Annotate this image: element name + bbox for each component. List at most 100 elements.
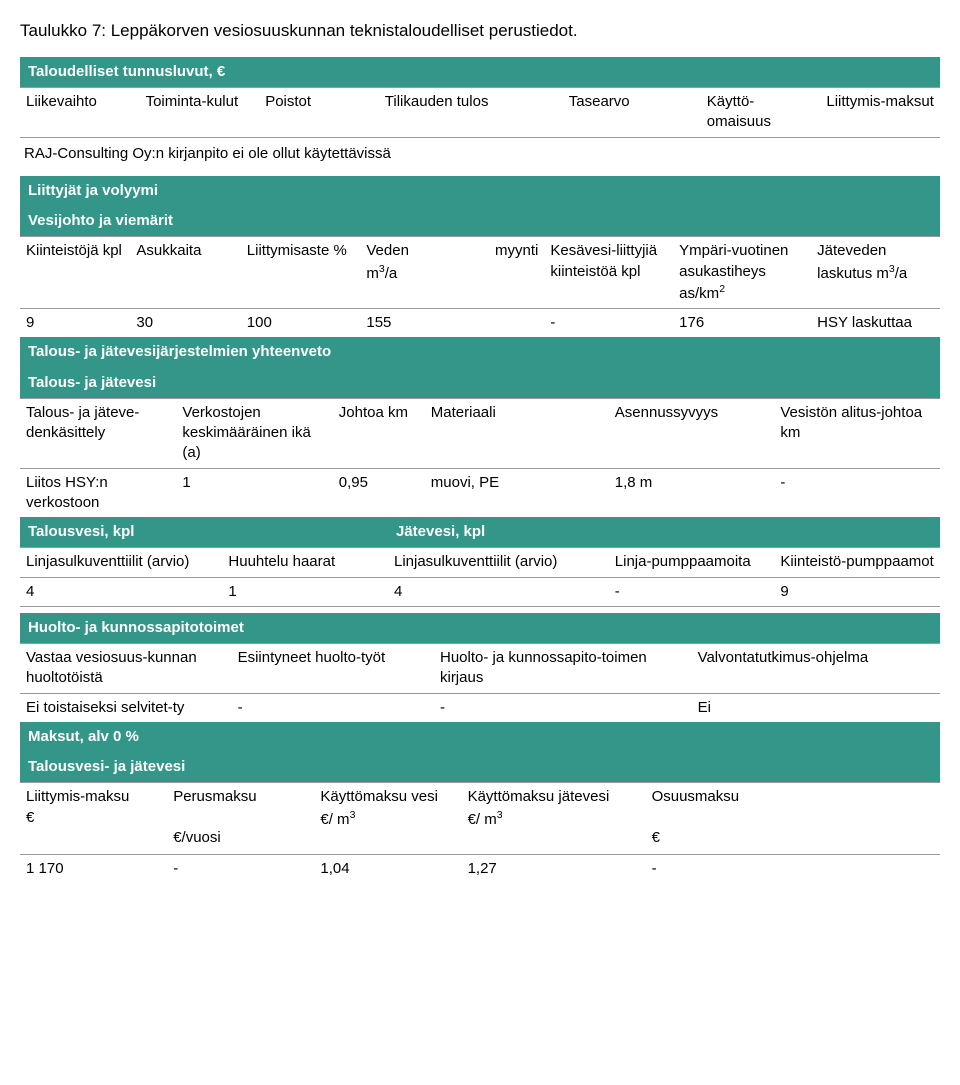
col-liittymisaste: Liittymisaste % [241, 237, 361, 309]
table-taloudelliset: Liikevaihto Toiminta-kulut Poistot Tilik… [20, 87, 940, 138]
col: Asennussyvyys [609, 398, 775, 468]
section-header: Talous- ja jätevesijärjestelmien yhteenv… [20, 337, 940, 367]
section-subheader: Talousvesi- ja jätevesi [20, 752, 940, 782]
col: Vesistön alitus-johtoa km [774, 398, 940, 468]
cell: - [544, 309, 673, 338]
cell: 4 [388, 577, 609, 606]
col-asukastiheys: Ympäri-vuotinen asukastiheys as/km2 [673, 237, 811, 309]
cell: Ei [692, 693, 940, 722]
table-header-row: Liittymis-maksu € Perusmaksu €/vuosi Käy… [20, 783, 940, 855]
cell: HSY laskuttaa [811, 309, 940, 338]
cell: 1,8 m [609, 468, 775, 517]
col-jateveden-label: Jäteveden laskutus [817, 242, 886, 281]
col-kesavesi: Kesävesi-liittyjiä kiinteistöä kpl [544, 237, 673, 309]
cell: 1 [222, 577, 388, 606]
col: Linjasulkuventtiilit (arvio) [388, 548, 609, 577]
header-jatevesi: Jätevesi, kpl [388, 517, 940, 548]
header-talousvesi: Talousvesi, kpl [20, 517, 388, 548]
cell: 100 [241, 309, 361, 338]
section-liittyjät: Liittyjät ja volyymi Vesijohto ja viemär… [20, 176, 940, 338]
col-label: Perusmaksu [173, 788, 256, 805]
table-header-row: Liikevaihto Toiminta-kulut Poistot Tilik… [20, 88, 940, 138]
table-row: Liitos HSY:n verkostoon 1 0,95 muovi, PE… [20, 468, 940, 517]
cell: - [434, 693, 692, 722]
col: Osuusmaksu € [646, 783, 940, 855]
col-liittymismaksut: Liittymis-maksut [820, 88, 940, 138]
cell: 1 [176, 468, 332, 517]
col: Talous- ja jäteve-denkäsittely [20, 398, 176, 468]
section-jarjestelmat: Talous- ja jätevesijärjestelmien yhteenv… [20, 337, 940, 517]
cell: - [774, 468, 940, 517]
col: Materiaali [425, 398, 609, 468]
col-kiinteistoja: Kiinteistöjä kpl [20, 237, 130, 309]
col: Linjasulkuventtiilit (arvio) [20, 548, 222, 577]
cell: 9 [774, 577, 940, 606]
cell: 155 [360, 309, 544, 338]
table-huolto: Vastaa vesiosuus-kunnan huoltotöistä Esi… [20, 643, 940, 722]
section-header: Huolto- ja kunnossapitotoimet [20, 613, 940, 643]
col-unit: € [652, 829, 660, 846]
section-taloudelliset: Taloudelliset tunnusluvut, € Liikevaihto… [20, 57, 940, 170]
table-row: 9 30 100 155 - 176 HSY laskuttaa [20, 309, 940, 338]
col-asukastiheys-label: Ympäri-vuotinen asukastiheys [679, 242, 788, 279]
cell: 30 [130, 309, 240, 338]
col: Perusmaksu €/vuosi [167, 783, 314, 855]
table-header-row: Talous- ja jäteve-denkäsittely Verkostoj… [20, 398, 940, 468]
cell: 1 170 [20, 855, 167, 886]
page-title: Taulukko 7: Leppäkorven vesiosuuskunnan … [20, 20, 940, 43]
col-label: Käyttömaksu jätevesi [468, 788, 610, 805]
col-vedenmyynti: Veden myynti m3/a [360, 237, 544, 309]
table-header-row: Vastaa vesiosuus-kunnan huoltotöistä Esi… [20, 644, 940, 694]
col: Huolto- ja kunnossapito-toimen kirjaus [434, 644, 692, 694]
col-liikevaihto: Liikevaihto [20, 88, 140, 138]
cell: - [646, 855, 940, 886]
table-jarjestelmat: Talous- ja jäteve-denkäsittely Verkostoj… [20, 398, 940, 517]
table-header-row: Kiinteistöjä kpl Asukkaita Liittymisaste… [20, 237, 940, 309]
col-label: Osuusmaksu [652, 788, 740, 805]
cell: 0,95 [333, 468, 425, 517]
col-kayttoomaisuus: Käyttö-omaisuus [701, 88, 821, 138]
cell: - [232, 693, 434, 722]
cell: 9 [20, 309, 130, 338]
col: Kiinteistö-pumppaamot [774, 548, 940, 577]
col-label: Käyttömaksu vesi [320, 788, 438, 805]
col: Verkostojen keskimääräinen ikä (a) [176, 398, 332, 468]
table-liittyjät: Kiinteistöjä kpl Asukkaita Liittymisaste… [20, 236, 940, 337]
col-jateveden: Jäteveden laskutus m3/a [811, 237, 940, 309]
section-header: Maksut, alv 0 % [20, 722, 940, 752]
cell: Liitos HSY:n verkostoon [20, 468, 176, 517]
col-poistot: Poistot [259, 88, 379, 138]
section-subheader: Talous- ja jätevesi [20, 368, 940, 398]
section-huolto: Huolto- ja kunnossapitotoimet Vastaa ves… [20, 613, 940, 722]
section-header: Taloudelliset tunnusluvut, € [20, 57, 940, 87]
col-veden: Veden [366, 241, 409, 261]
table-header-row: Linjasulkuventtiilit (arvio) Huuhtelu ha… [20, 548, 940, 577]
section-subheader: Vesijohto ja viemärit [20, 206, 940, 236]
section-maksut: Maksut, alv 0 % Talousvesi- ja jätevesi … [20, 722, 940, 886]
col-asukkaita: Asukkaita [130, 237, 240, 309]
col: Käyttömaksu vesi €/ m3 [314, 783, 461, 855]
cell: - [609, 577, 775, 606]
cell: Ei toistaiseksi selvitet-ty [20, 693, 232, 722]
col-tasearvo: Tasearvo [563, 88, 701, 138]
col: Johtoa km [333, 398, 425, 468]
col: Esiintyneet huolto-työt [232, 644, 434, 694]
col-unit: €/vuosi [173, 829, 221, 846]
cell: 176 [673, 309, 811, 338]
col: Valvontatutkimus-ohjelma [692, 644, 940, 694]
col: Huuhtelu haarat [222, 548, 388, 577]
section-header: Liittyjät ja volyymi [20, 176, 940, 206]
section-talous-jatevesi-kpl: Talousvesi, kpl Jätevesi, kpl Linjasulku… [20, 517, 940, 607]
col-unit: € [26, 809, 34, 826]
table-row: 4 1 4 - 9 [20, 577, 940, 606]
col-myynti: myynti [495, 241, 538, 261]
col-toimintakulut: Toiminta-kulut [140, 88, 260, 138]
col: Vastaa vesiosuus-kunnan huoltotöistä [20, 644, 232, 694]
table-row: 1 170 - 1,04 1,27 - [20, 855, 940, 886]
col: Liittymis-maksu € [20, 783, 167, 855]
table-maksut: Liittymis-maksu € Perusmaksu €/vuosi Käy… [20, 782, 940, 885]
cell: muovi, PE [425, 468, 609, 517]
cell: 4 [20, 577, 222, 606]
split-header-row: Talousvesi, kpl Jätevesi, kpl [20, 517, 940, 548]
table-row: Ei toistaiseksi selvitet-ty - - Ei [20, 693, 940, 722]
